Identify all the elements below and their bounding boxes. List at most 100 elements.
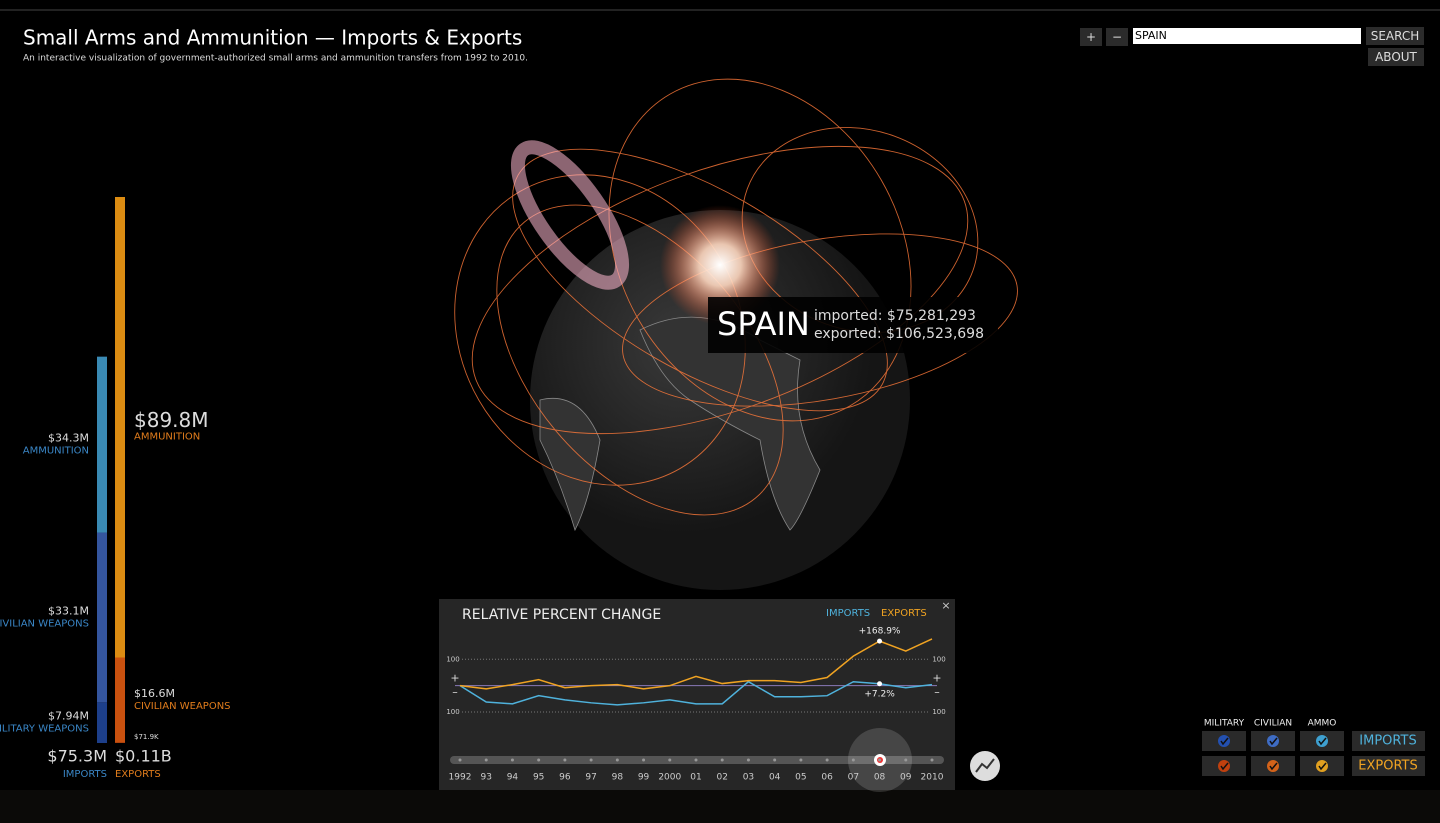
tooltip-country: SPAIN xyxy=(717,305,810,343)
filter-check[interactable] xyxy=(1267,735,1279,747)
x-tick-label: 01 xyxy=(690,773,701,783)
slider-stop xyxy=(878,758,882,762)
slider-stop xyxy=(825,758,829,762)
value-label: $34.3M xyxy=(48,432,89,445)
sign-label: + xyxy=(932,672,941,685)
filter-column-label: AMMO xyxy=(1308,719,1337,729)
bar-segment xyxy=(97,356,107,533)
y-tick-label: 100 xyxy=(446,655,459,663)
highlight-point xyxy=(877,638,883,644)
x-tick-label: 1992 xyxy=(449,773,472,783)
continent xyxy=(539,398,601,532)
footer-strip xyxy=(0,790,1440,823)
check-mark xyxy=(1220,737,1229,746)
x-tick-label: 2010 xyxy=(921,773,944,783)
value-label: $71.9K xyxy=(134,733,159,741)
x-tick-label: 95 xyxy=(533,773,544,783)
slider-stop xyxy=(642,758,646,762)
flow-button-label[interactable]: EXPORTS xyxy=(1358,759,1417,774)
check-mark xyxy=(1220,762,1229,771)
search-input[interactable]: SPAIN xyxy=(1133,28,1361,44)
x-tick-label: 09 xyxy=(900,773,912,783)
slider-stop xyxy=(510,758,514,762)
filter-check[interactable] xyxy=(1316,735,1328,747)
filter-column-label: MILITARY xyxy=(1204,719,1245,729)
value-label: $89.8M xyxy=(134,408,209,432)
y-tick-label: 100 xyxy=(932,655,945,663)
x-tick-label: 03 xyxy=(743,773,754,783)
search-button[interactable]: SEARCH xyxy=(1366,27,1424,45)
series-label: CIVILIAN WEAPONS xyxy=(134,701,231,712)
zoom-in[interactable]: + xyxy=(1080,28,1102,46)
bar-segment xyxy=(97,532,107,703)
slider-stop xyxy=(458,758,462,762)
slider-stop xyxy=(563,758,567,762)
bar-segment xyxy=(115,197,125,658)
series-label: AMMUNITION xyxy=(134,431,200,442)
about-button[interactable]: ABOUT xyxy=(1368,48,1424,66)
percent-change-panel: RELATIVE PERCENT CHANGE × 100 100 100 100 + +… xyxy=(439,599,955,792)
check-mark xyxy=(1318,762,1327,771)
check-mark xyxy=(1269,737,1278,746)
x-tick-label: 96 xyxy=(559,773,571,783)
series-line xyxy=(459,680,933,706)
slider-stop xyxy=(694,758,698,762)
category-label: EXPORTS xyxy=(115,769,161,780)
panel-title: RELATIVE PERCENT CHANGE xyxy=(462,607,661,623)
series-label: CIVILIAN WEAPONS xyxy=(0,618,89,629)
filter-check[interactable] xyxy=(1267,760,1279,772)
x-tick-label: 04 xyxy=(769,773,781,783)
filter-check[interactable] xyxy=(1218,735,1230,747)
slider-stop xyxy=(851,758,855,762)
total-label: $0.11B xyxy=(115,747,172,766)
x-tick-label: 99 xyxy=(638,773,650,783)
filter-check[interactable] xyxy=(1218,760,1230,772)
category-label: IMPORTS xyxy=(63,769,107,780)
tooltip-exported: exported: $106,523,698 xyxy=(814,326,984,342)
x-tick-label: 02 xyxy=(716,773,727,783)
slider-stop xyxy=(537,758,541,762)
flow-button[interactable] xyxy=(1352,756,1425,776)
total-label: $75.3M xyxy=(47,747,107,766)
chart-toggle[interactable] xyxy=(970,751,1000,781)
bar-segment xyxy=(115,657,125,743)
tooltip-imported: imported: $75,281,293 xyxy=(814,308,976,324)
value-label: $16.6M xyxy=(134,687,175,700)
flow-button[interactable] xyxy=(1352,731,1425,751)
tooltip: SPAIN imported: $75,281,293 exported: $1… xyxy=(708,297,998,353)
slider-stop xyxy=(589,758,593,762)
filter-column-label: CIVILIAN xyxy=(1254,719,1292,729)
series-label: MILITARY WEAPONS xyxy=(0,724,89,735)
y-tick-label: 100 xyxy=(446,708,459,716)
slider-stop xyxy=(484,758,488,762)
zoom-out[interactable]: − xyxy=(1106,28,1128,46)
check-mark xyxy=(1269,762,1278,771)
flow-button-label[interactable]: IMPORTS xyxy=(1359,734,1416,749)
subtitle: An interactive visualization of governme… xyxy=(23,54,528,64)
slider-stop xyxy=(746,758,750,762)
x-tick-label: 06 xyxy=(821,773,833,783)
x-tick-label: 94 xyxy=(507,773,519,783)
x-tick-label: 2000 xyxy=(658,773,681,783)
x-tick-label: 93 xyxy=(480,773,491,783)
legend-entry[interactable]: IMPORTS xyxy=(826,608,870,619)
series-label: AMMUNITION xyxy=(23,446,89,457)
x-tick-label: 97 xyxy=(585,773,596,783)
series-line xyxy=(459,638,933,690)
sign-label: – xyxy=(452,686,458,699)
x-tick-label: 05 xyxy=(795,773,806,783)
legend-entry[interactable]: EXPORTS xyxy=(881,608,927,619)
close-button[interactable]: × xyxy=(941,599,950,612)
value-label: $7.94M xyxy=(48,710,89,723)
slider-stop xyxy=(773,758,777,762)
slider-stop xyxy=(720,758,724,762)
y-tick-label: 100 xyxy=(932,708,945,716)
check-mark xyxy=(1318,737,1327,746)
bar-segment xyxy=(97,702,107,743)
x-tick-label: 98 xyxy=(612,773,624,783)
filter-check[interactable] xyxy=(1316,760,1328,772)
glow-arc xyxy=(510,140,630,290)
